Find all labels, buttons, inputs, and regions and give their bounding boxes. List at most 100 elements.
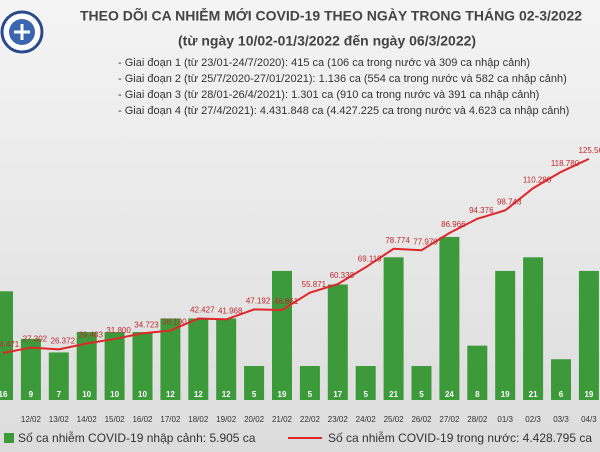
line-value-label: 34.723	[134, 320, 159, 329]
line-value-label: 60.338	[330, 271, 355, 280]
bar-value-label: 5	[252, 390, 257, 399]
annotation: - Giai đoạn 2 (từ 25/7/2020-27/01/2021):…	[118, 73, 567, 85]
line-value-label: 77.970	[413, 237, 438, 246]
bar-value-label: 6	[559, 390, 564, 399]
legend-swatch	[4, 433, 14, 443]
bar-value-label: 10	[82, 390, 91, 399]
x-tick-label: 28/02	[467, 415, 488, 424]
line-value-label: 69.119	[358, 254, 382, 263]
x-tick-label: 23/02	[328, 415, 349, 424]
bar	[48, 352, 69, 400]
bar	[467, 345, 488, 400]
bar-value-label: 12	[194, 390, 203, 399]
line-value-label: 47.192	[246, 296, 271, 305]
x-tick-label: 26/02	[411, 415, 432, 424]
bar-value-label: 19	[584, 390, 593, 399]
bar	[383, 257, 404, 400]
bar-value-label: 10	[110, 390, 119, 399]
bar	[439, 236, 460, 400]
bar-value-label: 21	[529, 390, 538, 399]
line-value-label: 110.280	[523, 175, 552, 184]
annotation: - Giai đoạn 4 (từ 27/4/2021): 4.431.848 …	[118, 105, 569, 117]
bar	[523, 257, 544, 400]
bar	[272, 270, 292, 400]
bar-value-label: 17	[333, 390, 342, 399]
x-tick-label: 27/02	[439, 415, 460, 424]
line-value-label: 41.968	[218, 307, 243, 316]
bar-value-label: 5	[308, 390, 313, 399]
line-value-label: 55.871	[302, 280, 327, 289]
x-tick-label: 25/02	[384, 415, 405, 424]
bar-value-label: 21	[389, 390, 398, 399]
bar-value-label: 19	[501, 390, 510, 399]
line-value-label: 98.743	[497, 197, 522, 206]
bar	[299, 366, 320, 400]
x-tick-label: 22/02	[300, 415, 321, 424]
bar	[411, 366, 432, 400]
line	[2, 157, 590, 354]
line-value-label: 78.774	[385, 236, 410, 245]
x-tick-label: 13/02	[49, 415, 70, 424]
x-tick-label: 24/02	[356, 415, 377, 424]
annotation: - Giai đoạn 1 (từ 23/01-24/7/2020): 415 …	[118, 57, 530, 69]
bar	[76, 332, 97, 400]
bar	[244, 366, 265, 400]
line-value-label: 125.568	[578, 146, 600, 155]
bar-value-label: 12	[222, 390, 231, 399]
chart-title: THEO DÕI CA NHIỄM MỚI COVID-19 THEO NGÀY…	[80, 7, 582, 24]
bar-value-label: 10	[138, 390, 147, 399]
bar-value-label: 24	[445, 390, 454, 399]
line-value-label: 94.376	[469, 206, 494, 215]
line-value-label: 86.966	[441, 220, 466, 229]
legend-label: Số ca nhiễm COVID-19 nhập cảnh: 5.905 ca	[18, 430, 256, 445]
x-tick-label: 20/02	[244, 415, 265, 424]
bar-value-label: 16	[0, 390, 8, 399]
legend-label: Số ca nhiễm COVID-19 trong nước: 4.428.7…	[328, 430, 592, 445]
line-value-label: 26.372	[51, 336, 76, 345]
line-value-label: 36.190	[162, 318, 187, 327]
x-tick-label: 19/02	[216, 415, 237, 424]
logo	[0, 10, 44, 54]
bar	[355, 366, 376, 400]
line-value-label: 27.302	[23, 335, 48, 344]
bar-value-label: 12	[166, 390, 175, 399]
x-tick-label: 15/02	[105, 415, 126, 424]
bar-value-label: 5	[419, 390, 424, 399]
bar	[0, 291, 13, 400]
bar	[578, 270, 599, 400]
bar	[551, 359, 571, 400]
bar	[132, 332, 153, 400]
x-tick-label: 17/02	[160, 415, 181, 424]
x-tick-label: 21/02	[272, 415, 293, 424]
bar-value-label: 9	[29, 390, 34, 399]
bar	[104, 332, 125, 400]
bar-value-label: 5	[363, 390, 368, 399]
bar-value-label: 19	[278, 390, 287, 399]
x-tick-label: 01/3	[497, 415, 513, 424]
x-tick-label: 04/3	[581, 415, 597, 424]
bar	[327, 284, 348, 400]
x-tick-label: 02/3	[525, 415, 541, 424]
x-tick-label: 14/02	[77, 415, 98, 424]
bar-value-label: 7	[57, 390, 62, 399]
line-value-label: 46.861	[274, 297, 299, 306]
bar	[20, 338, 41, 400]
annotation: - Giai đoạn 3 (từ 28/01-26/4/2021): 1.30…	[118, 89, 539, 101]
bar	[495, 270, 516, 400]
x-tick-label: 18/02	[188, 415, 209, 424]
x-tick-label: 16/02	[132, 415, 153, 424]
x-tick-label: 03/3	[553, 415, 569, 424]
bar-value-label: 8	[475, 390, 480, 399]
line-value-label: 29.403	[78, 331, 103, 340]
chart-subtitle: (từ ngày 10/02-01/3/2022 đến ngày 06/3/2…	[178, 33, 476, 49]
line-value-label: 24.471	[0, 340, 20, 349]
x-tick-label: 12/02	[21, 415, 42, 424]
line-value-label: 31.800	[106, 326, 131, 335]
bar	[160, 318, 181, 400]
line-value-label: 42.427	[190, 306, 215, 315]
bar	[216, 318, 237, 400]
line-value-label: 118.780	[551, 159, 580, 168]
bar	[188, 318, 209, 400]
